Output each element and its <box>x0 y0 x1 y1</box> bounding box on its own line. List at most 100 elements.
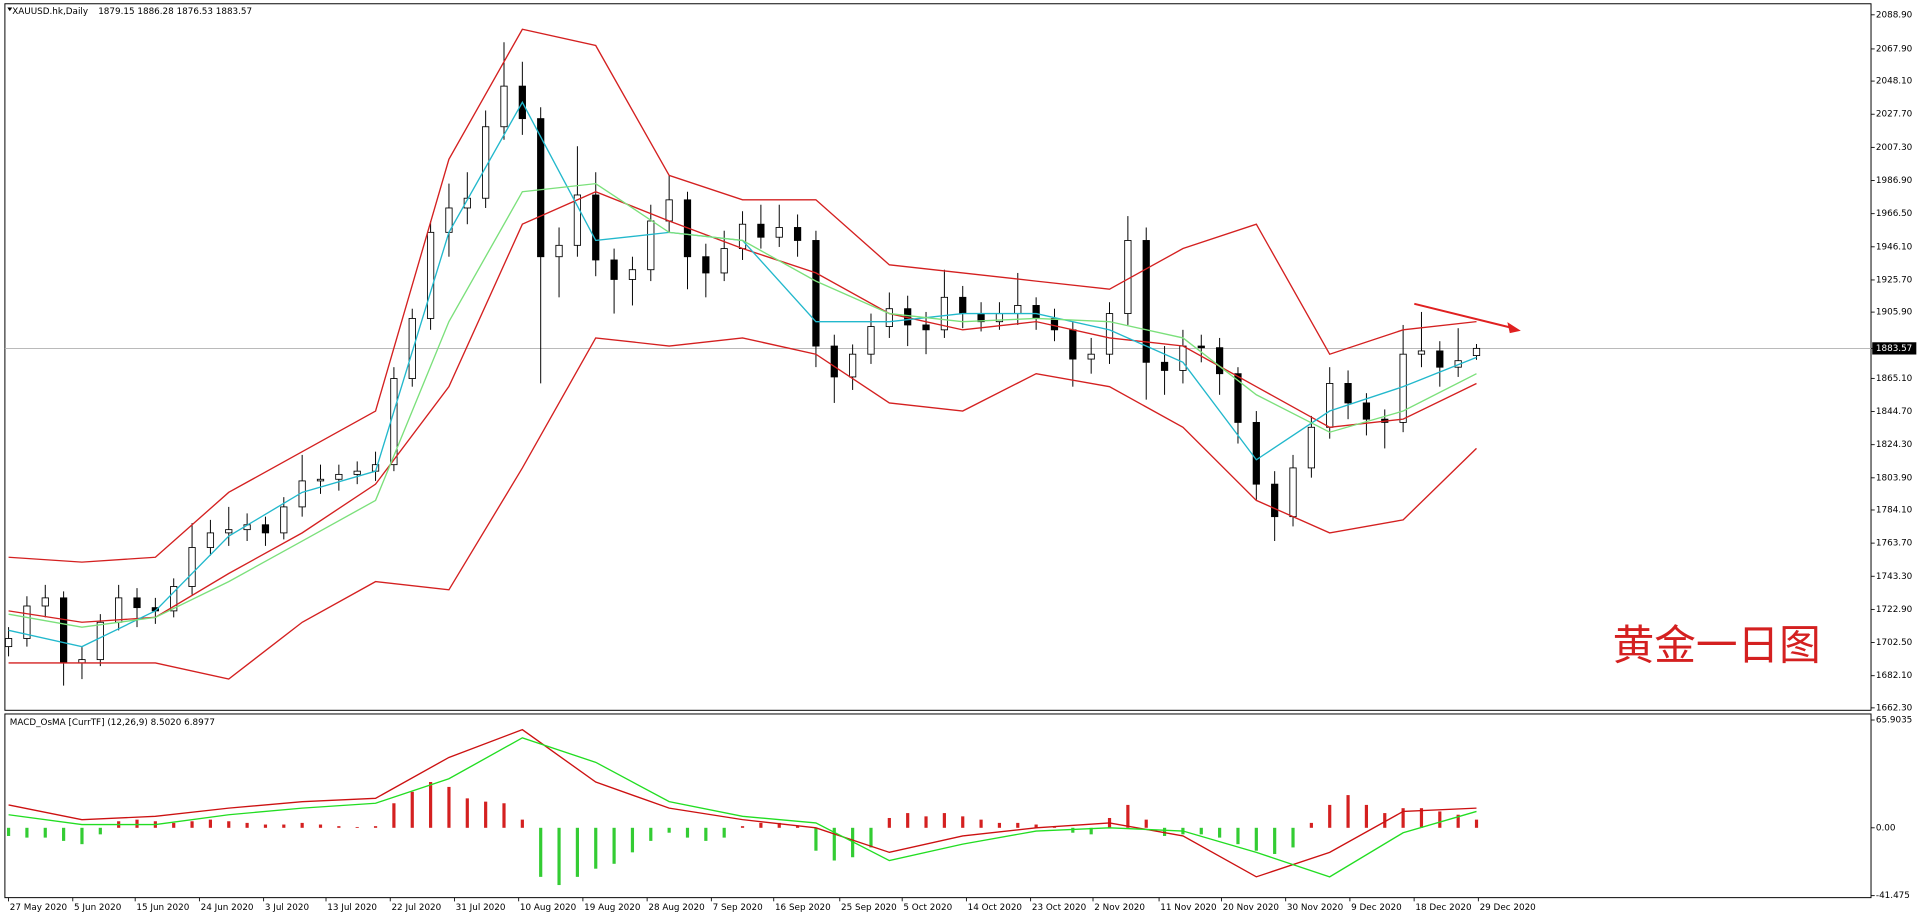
histogram-bar <box>98 827 102 835</box>
candle-body <box>1124 240 1132 315</box>
histogram-bar <box>337 826 341 828</box>
histogram-bar <box>1438 811 1442 828</box>
x-tick-label: 2 Nov 2020 <box>1094 903 1145 913</box>
candle-body <box>1032 305 1040 319</box>
indicator-line <box>8 28 1477 563</box>
histogram-bar <box>1089 827 1093 835</box>
histogram-bar <box>62 827 66 841</box>
candle-body <box>133 597 141 609</box>
candle-body <box>1344 383 1352 404</box>
x-tick-label: 16 Sep 2020 <box>775 903 831 913</box>
histogram-bar <box>924 816 928 828</box>
histogram-bar <box>1328 804 1332 828</box>
y-tick-label: 1925.70 <box>1876 275 1913 285</box>
histogram-bar <box>961 816 965 828</box>
y-tick-label: 2048.10 <box>1876 77 1913 87</box>
candle-body <box>940 296 948 331</box>
y-tick-label: 1702.50 <box>1876 638 1913 648</box>
candle-body <box>60 597 68 664</box>
candle-body <box>1105 313 1114 355</box>
candle-body <box>335 473 343 480</box>
candle-body <box>1087 353 1095 360</box>
x-tick-label: 23 Oct 2020 <box>1032 903 1087 913</box>
histogram-bar <box>997 822 1002 828</box>
histogram-bar <box>942 813 946 828</box>
y-tick-label: 1946.10 <box>1876 242 1913 252</box>
histogram-bar <box>43 827 47 838</box>
histogram-bar <box>1144 819 1148 828</box>
candle-body <box>1069 329 1077 360</box>
x-tick-label: 30 Nov 2020 <box>1287 903 1344 913</box>
histogram-bar <box>777 822 781 828</box>
histogram-bar <box>869 827 873 848</box>
symbol-title: XAUUSD.hk,Daily 1879.15 1886.28 1876.53 … <box>12 7 252 17</box>
histogram-bar <box>1383 813 1387 828</box>
high-quote: 1886.28 <box>137 7 173 17</box>
histogram-bar <box>630 827 635 853</box>
histogram-bar <box>612 827 616 864</box>
candle-body <box>170 586 178 612</box>
candle-body <box>280 506 288 534</box>
main-panel <box>4 3 1872 711</box>
indicator-line <box>8 190 1477 623</box>
candle-body <box>738 223 747 250</box>
candle-body <box>849 353 857 378</box>
x-tick-label: 18 Dec 2020 <box>1415 903 1472 913</box>
x-tick-label: 10 Aug 2020 <box>520 903 577 913</box>
histogram-bar <box>795 826 800 828</box>
y-tick-label: 1865.10 <box>1876 374 1913 384</box>
histogram-bar <box>1291 827 1295 848</box>
x-tick-label: 13 Jul 2020 <box>327 903 377 913</box>
candle-body <box>1326 383 1334 428</box>
x-tick-label: 31 Jul 2020 <box>456 903 506 913</box>
candle-body <box>959 296 967 315</box>
x-tick-label: 5 Oct 2020 <box>903 903 952 913</box>
y-tick-label: 1662.30 <box>1876 703 1913 713</box>
candle-body <box>1472 347 1481 356</box>
histogram-bar <box>1162 827 1167 836</box>
candle-body <box>1142 240 1150 363</box>
candle-body <box>96 621 104 661</box>
x-tick-label: 9 Dec 2020 <box>1351 903 1402 913</box>
y-tick-label: 65.9035 <box>1876 716 1912 726</box>
y-tick-label: 1883.57 <box>1876 344 1912 354</box>
candle-body <box>793 227 802 241</box>
histogram-bar <box>759 822 763 828</box>
histogram-bar <box>447 786 451 828</box>
histogram-bar <box>1419 808 1424 828</box>
histogram-bar <box>851 827 855 858</box>
candle-body <box>757 223 765 238</box>
histogram-bar <box>575 827 579 877</box>
x-tick-label: 11 Nov 2020 <box>1160 903 1217 913</box>
y-tick-label: 2007.30 <box>1876 143 1913 153</box>
histogram-bar <box>373 826 378 828</box>
price-badge <box>1872 342 1917 355</box>
histogram-bar <box>190 821 194 828</box>
indicator-line <box>8 182 1477 628</box>
histogram-bar <box>667 827 671 833</box>
candle-body <box>830 345 838 378</box>
histogram-bar <box>227 821 231 828</box>
candle-body <box>702 256 710 274</box>
y-tick-label: 2027.70 <box>1876 110 1913 120</box>
y-tick-label: 1966.50 <box>1876 209 1913 219</box>
low-quote: 1876.53 <box>177 7 213 17</box>
histogram-bar <box>1199 827 1203 835</box>
x-tick-label: 5 Jun 2020 <box>74 903 122 913</box>
y-tick-label: 1743.30 <box>1876 572 1913 582</box>
histogram-bar <box>685 827 690 838</box>
indicator-line <box>8 737 1477 878</box>
histogram-bar <box>25 827 29 838</box>
open-quote: 1879.15 <box>98 7 134 17</box>
histogram-bar <box>135 819 139 828</box>
candle-body <box>1307 426 1315 469</box>
histogram-bar <box>1474 819 1479 828</box>
y-tick-label: 1763.70 <box>1876 539 1913 549</box>
y-tick-label: 1905.90 <box>1876 308 1913 318</box>
histogram-bar <box>704 827 708 841</box>
y-tick-label: 1803.90 <box>1876 473 1913 483</box>
candle-body <box>1216 347 1224 375</box>
candle-body <box>720 248 728 274</box>
y-tick-label: 1784.10 <box>1876 505 1913 515</box>
